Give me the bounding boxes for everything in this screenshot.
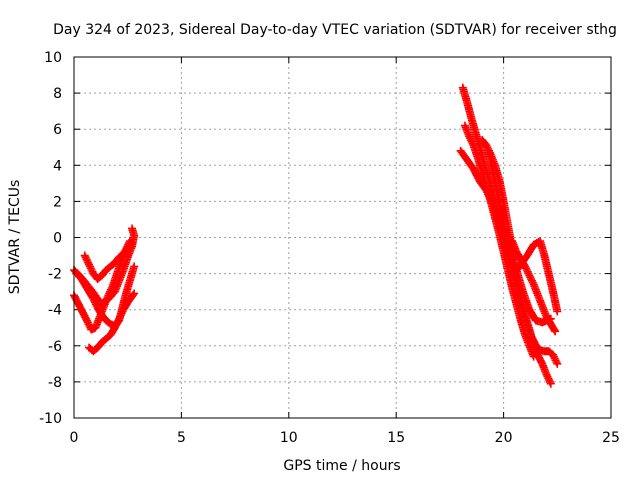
data-point <box>86 264 95 273</box>
data-point <box>483 143 492 152</box>
data-point <box>483 188 492 197</box>
data-point <box>550 325 559 334</box>
data-point <box>521 264 530 273</box>
data-point <box>465 132 474 141</box>
y-tick-label: 8 <box>53 86 62 102</box>
data-point <box>545 377 554 386</box>
y-tick-label: 6 <box>53 122 62 138</box>
data-point <box>553 359 562 368</box>
data-point <box>89 294 98 303</box>
data-point <box>522 265 531 274</box>
data-point <box>91 300 100 309</box>
data-point <box>546 379 555 388</box>
x-axis-label: GPS time / hours <box>283 458 400 474</box>
data-point <box>526 273 535 282</box>
data-point <box>552 358 561 367</box>
y-tick-label: 4 <box>53 158 62 174</box>
data-point <box>107 284 116 293</box>
data-point <box>527 275 536 284</box>
data-point <box>82 255 91 264</box>
data-point <box>524 269 533 278</box>
data-point <box>130 262 139 271</box>
data-point <box>486 195 495 204</box>
data-point <box>488 199 497 208</box>
data-point <box>529 352 538 361</box>
y-tick-label: -4 <box>48 303 62 319</box>
data-point <box>83 318 92 327</box>
data-point <box>129 290 138 299</box>
data-point <box>127 238 136 247</box>
data-point <box>466 134 475 143</box>
data-point <box>545 376 554 385</box>
data-point <box>130 289 139 298</box>
data-point <box>487 197 496 206</box>
data-point <box>527 276 536 285</box>
grid <box>74 57 611 418</box>
data-point <box>126 240 135 249</box>
data-point <box>82 316 91 325</box>
data-point <box>523 267 532 276</box>
data-point <box>484 191 493 200</box>
data-point <box>482 141 491 150</box>
data-point <box>91 298 100 307</box>
data-point <box>543 372 552 381</box>
axis-ticks: 0 5 10 15 20 25 -10 -8 -6 -4 -2 0 2 4 6 8 10 <box>39 50 620 446</box>
plot-frame <box>73 56 612 419</box>
data-point <box>105 289 114 298</box>
data-point <box>521 262 530 271</box>
data-point <box>466 136 475 145</box>
data-point <box>485 193 494 202</box>
data-point <box>484 190 493 199</box>
data-point <box>551 327 560 336</box>
data-point <box>87 265 96 274</box>
data-point <box>84 320 93 329</box>
y-tick-label: -10 <box>39 411 62 427</box>
data-point <box>104 291 113 300</box>
data-point <box>106 285 115 294</box>
data-point <box>544 374 553 383</box>
data-point <box>84 258 93 267</box>
data-points <box>70 83 562 388</box>
y-tick-label: -2 <box>48 267 62 283</box>
y-tick-label: 2 <box>53 194 62 210</box>
data-point <box>83 256 92 265</box>
data-point <box>528 278 537 287</box>
data-point <box>106 287 115 296</box>
y-tick-label: -8 <box>48 375 62 391</box>
data-point <box>90 296 99 305</box>
y-axis-label: SDTVAR / TECUs <box>7 180 23 295</box>
x-tick-label: 5 <box>177 430 186 446</box>
data-point <box>80 251 89 260</box>
y-tick-label: 0 <box>53 231 62 247</box>
data-point <box>525 271 534 280</box>
y-tick-label: -6 <box>48 339 62 355</box>
data-point <box>551 356 560 365</box>
x-tick-label: 20 <box>495 430 513 446</box>
chart-title: Day 324 of 2023, Sidereal Day-to-day VTE… <box>53 22 617 38</box>
data-point <box>85 260 94 269</box>
x-tick-label: 15 <box>387 430 405 446</box>
data-point <box>550 354 559 363</box>
data-point <box>81 253 90 262</box>
x-tick-label: 0 <box>70 430 79 446</box>
data-point <box>553 307 562 316</box>
data-point <box>542 370 551 379</box>
data-point <box>549 352 558 361</box>
x-tick-label: 25 <box>602 430 620 446</box>
data-point <box>85 262 94 271</box>
data-point <box>549 350 558 359</box>
x-tick-label: 10 <box>280 430 298 446</box>
data-point <box>127 224 136 233</box>
data-point <box>468 139 477 148</box>
y-tick-label: 10 <box>44 50 62 66</box>
data-point <box>482 186 491 195</box>
data-point <box>467 137 476 146</box>
